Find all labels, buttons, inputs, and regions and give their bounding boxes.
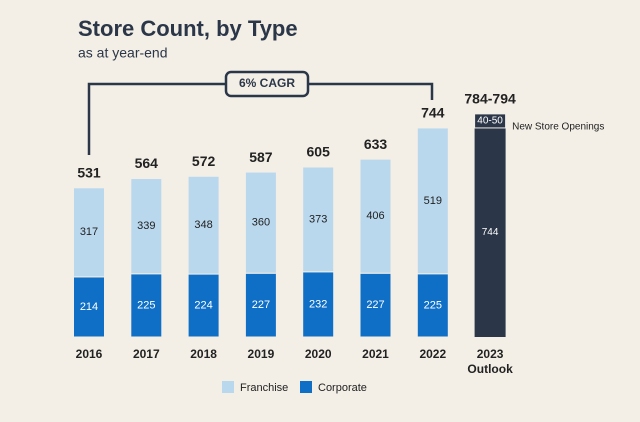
outlook-new-bar bbox=[474, 113, 507, 129]
value-label: 348 bbox=[194, 219, 212, 231]
value-label: 519 bbox=[424, 195, 442, 207]
cagr-label: 6% CAGR bbox=[239, 76, 295, 90]
total-label: 531 bbox=[77, 164, 101, 180]
bar-segment bbox=[244, 171, 277, 274]
x-tick-label: 2020 bbox=[305, 347, 332, 361]
bar-segment bbox=[416, 273, 449, 338]
x-tick-label: 2017 bbox=[133, 347, 160, 361]
bar-segment bbox=[187, 175, 220, 275]
value-label: 224 bbox=[194, 299, 212, 311]
bar-segment bbox=[359, 158, 392, 274]
bar-segment bbox=[302, 166, 335, 273]
x-tick-label: 2019 bbox=[248, 347, 275, 361]
total-label: 605 bbox=[307, 144, 331, 160]
total-label: 633 bbox=[364, 136, 388, 152]
value-label: 225 bbox=[424, 299, 442, 311]
chart-title: Store Count, by Type bbox=[78, 16, 298, 41]
total-label: 744 bbox=[421, 105, 445, 121]
value-label: 40-50 bbox=[477, 116, 503, 127]
total-label: 784-794 bbox=[464, 91, 516, 107]
legend-swatch bbox=[222, 381, 234, 393]
value-label: 373 bbox=[309, 213, 327, 225]
x-tick-label: 2016 bbox=[76, 347, 103, 361]
x-tick-label: 2022 bbox=[419, 347, 446, 361]
value-label: 360 bbox=[252, 217, 270, 229]
chart-subtitle: as at year-end bbox=[78, 45, 168, 61]
bar-segment bbox=[302, 271, 335, 338]
value-label: 317 bbox=[80, 226, 98, 238]
x-tick-sublabel: Outlook bbox=[467, 362, 513, 376]
value-label: 227 bbox=[252, 299, 270, 311]
bar-segment bbox=[130, 273, 163, 338]
total-label: 587 bbox=[249, 149, 273, 165]
bar-segment bbox=[244, 272, 277, 338]
total-label: 564 bbox=[135, 155, 159, 171]
bar-segment bbox=[73, 276, 105, 338]
x-tick-label: 2021 bbox=[362, 347, 389, 361]
legend-label: Franchise bbox=[240, 382, 288, 394]
value-label: 227 bbox=[366, 299, 384, 311]
bar-segment bbox=[73, 187, 105, 278]
value-label: 339 bbox=[137, 220, 155, 232]
legend-swatch bbox=[300, 381, 312, 393]
cagr-box bbox=[224, 70, 310, 98]
value-label: 406 bbox=[366, 210, 384, 222]
value-label: 225 bbox=[137, 299, 155, 311]
value-label: 232 bbox=[309, 298, 327, 310]
value-label: 744 bbox=[482, 227, 499, 238]
new-openings-note: New Store Openings bbox=[512, 122, 604, 133]
bar-segment bbox=[359, 272, 392, 338]
outlook-base-bar bbox=[474, 127, 506, 337]
bar-segment bbox=[416, 127, 449, 275]
bar-segment bbox=[187, 273, 220, 338]
bar-segment bbox=[130, 178, 163, 275]
value-label: 214 bbox=[80, 301, 98, 313]
x-tick-label: 2018 bbox=[190, 347, 217, 361]
x-tick-label: 2023 bbox=[477, 347, 504, 361]
legend-label: Corporate bbox=[318, 382, 367, 394]
total-label: 572 bbox=[192, 153, 216, 169]
